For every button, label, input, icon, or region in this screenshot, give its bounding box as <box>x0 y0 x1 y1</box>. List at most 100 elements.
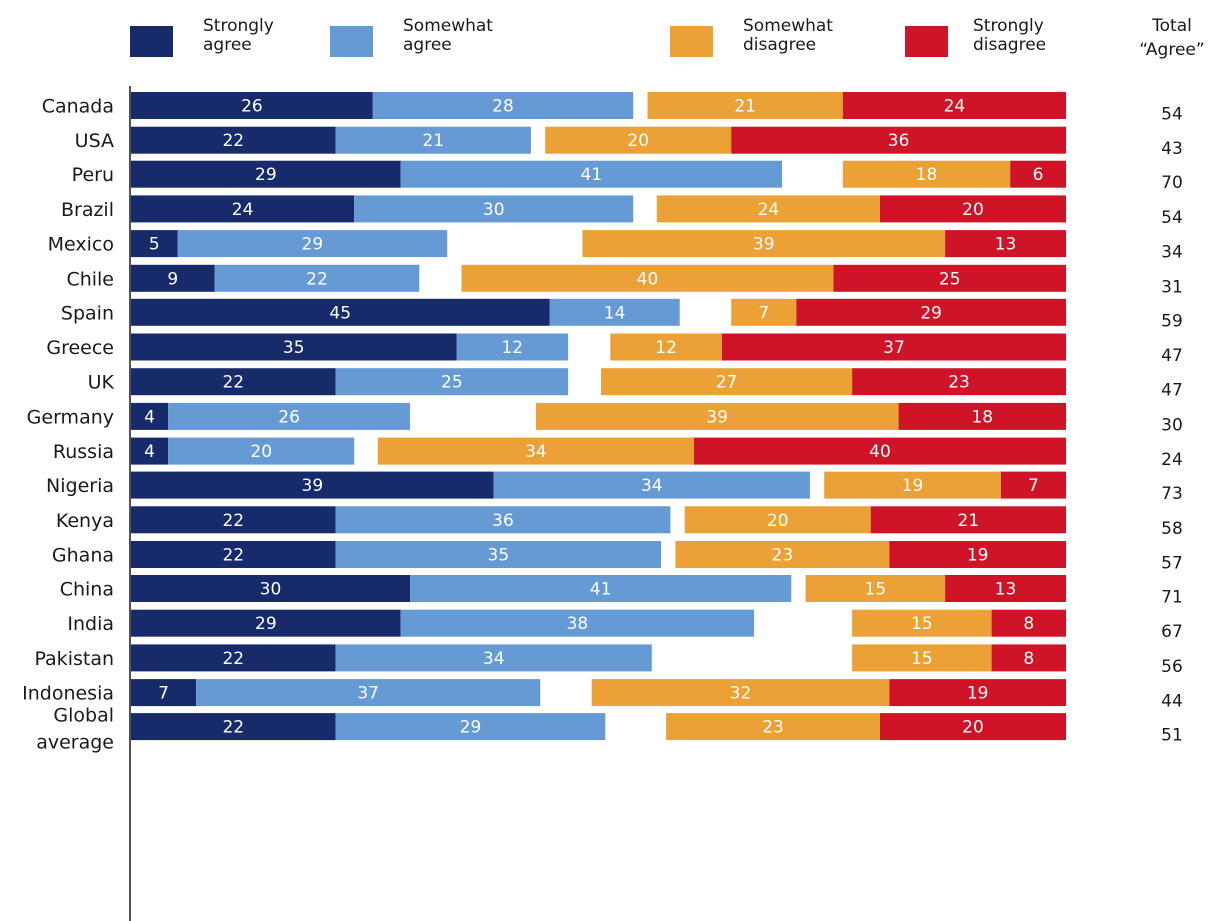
value-label-kenya-strongly-agree: 22 <box>222 511 244 531</box>
bar-greece-strongly-disagree <box>721 333 1066 361</box>
value-label-ghana-strongly-agree: 22 <box>222 546 244 566</box>
bar-pakistan-somewhat-agree <box>335 644 652 672</box>
value-label-indonesia-somewhat-agree: 37 <box>357 684 379 704</box>
total-agree-ghana: 57 <box>1161 554 1183 574</box>
row-canada: Canada 26 28 21 24 54 <box>42 92 1183 125</box>
bar-greece-strongly-agree <box>131 333 457 361</box>
value-label-mexico-strongly-disagree: 13 <box>995 235 1017 255</box>
bar-kenya-strongly-agree <box>131 506 336 534</box>
bar-uk-somewhat-agree <box>335 368 569 396</box>
legend-swatch-somewhat-agree <box>330 26 373 57</box>
row-russia: Russia 4 20 34 40 24 <box>53 437 1183 470</box>
value-label-canada-strongly-disagree: 24 <box>944 97 966 117</box>
bar-mexico-strongly-disagree <box>945 230 1066 258</box>
value-label-indonesia-strongly-agree: 7 <box>158 684 169 704</box>
total-agree-peru: 70 <box>1161 173 1183 193</box>
bar-canada-strongly-disagree <box>842 92 1066 119</box>
value-label-russia-somewhat-agree: 20 <box>250 442 272 462</box>
value-label-spain-strongly-agree: 45 <box>329 303 351 323</box>
row-label-spain: Spain <box>61 302 114 324</box>
row-label-indonesia: Indonesia <box>22 683 114 705</box>
bar-ghana-somewhat-agree <box>335 541 662 568</box>
bar-greece-somewhat-disagree <box>610 333 722 361</box>
bar-global-average-somewhat-disagree <box>666 713 880 741</box>
row-india: India 29 38 15 8 67 <box>67 609 1183 642</box>
row-uk: UK 22 25 27 23 47 <box>88 368 1183 401</box>
bar-kenya-strongly-disagree <box>870 506 1066 534</box>
value-label-chile-somewhat-agree: 22 <box>306 269 328 289</box>
value-label-canada-somewhat-disagree: 21 <box>734 97 756 117</box>
total-agree-nigeria: 73 <box>1161 484 1183 504</box>
bar-chile-strongly-disagree <box>833 264 1066 292</box>
bar-canada-somewhat-disagree <box>647 92 843 119</box>
total-agree-mexico: 34 <box>1161 243 1183 263</box>
value-label-uk-strongly-disagree: 23 <box>948 373 970 393</box>
bar-russia-strongly-disagree <box>694 437 1066 465</box>
bar-russia-somewhat-disagree <box>377 437 694 465</box>
bar-pakistan-strongly-agree <box>131 644 336 672</box>
value-label-global-average-strongly-disagree: 20 <box>962 718 984 738</box>
legend-swatch-somewhat-disagree <box>670 26 713 57</box>
bar-china-strongly-agree <box>131 575 410 602</box>
legend-label-strongly-disagree: Strongly disagree <box>973 16 1046 55</box>
bar-china-strongly-disagree <box>945 575 1066 602</box>
row-label-chile: Chile <box>66 268 114 290</box>
value-label-greece-somewhat-agree: 12 <box>501 338 523 358</box>
bar-ghana-strongly-disagree <box>889 541 1066 568</box>
bar-peru-strongly-agree <box>131 160 401 188</box>
value-label-brazil-somewhat-disagree: 24 <box>758 200 780 220</box>
bar-indonesia-strongly-disagree <box>889 679 1066 707</box>
bar-spain-somewhat-disagree <box>731 298 797 326</box>
bar-peru-somewhat-agree <box>400 160 782 188</box>
value-label-pakistan-somewhat-agree: 34 <box>483 649 505 669</box>
bar-nigeria-strongly-agree <box>131 471 494 499</box>
total-agree-india: 67 <box>1161 622 1183 642</box>
row-label-greece: Greece <box>46 337 114 359</box>
bar-russia-somewhat-agree <box>168 437 355 465</box>
total-agree-uk: 47 <box>1161 381 1183 401</box>
bar-uk-strongly-disagree <box>852 368 1066 396</box>
bar-ghana-strongly-agree <box>131 541 336 568</box>
row-germany: Germany 4 26 39 18 30 <box>27 402 1183 435</box>
bar-india-strongly-agree <box>131 609 401 637</box>
value-label-russia-strongly-agree: 4 <box>144 442 155 462</box>
total-agree-canada: 54 <box>1161 105 1183 125</box>
total-agree-usa: 43 <box>1161 139 1183 159</box>
value-label-nigeria-strongly-agree: 39 <box>302 476 324 496</box>
row-peru: Peru 29 41 18 6 70 <box>72 160 1183 193</box>
row-pakistan: Pakistan 22 34 15 8 56 <box>34 644 1183 677</box>
bar-peru-somewhat-disagree <box>842 160 1011 188</box>
value-label-uk-somewhat-agree: 25 <box>441 373 463 393</box>
bar-mexico-somewhat-disagree <box>582 230 946 258</box>
bar-uk-somewhat-disagree <box>601 368 853 396</box>
value-label-pakistan-strongly-disagree: 8 <box>1023 649 1034 669</box>
bar-india-somewhat-agree <box>400 609 755 637</box>
value-label-nigeria-somewhat-disagree: 19 <box>902 476 924 496</box>
row-china: China 30 41 15 13 71 <box>60 575 1183 608</box>
value-label-india-somewhat-agree: 38 <box>567 614 589 634</box>
row-label-uk: UK <box>88 372 115 394</box>
value-label-canada-strongly-agree: 26 <box>241 97 263 117</box>
value-label-greece-strongly-disagree: 37 <box>883 338 905 358</box>
value-label-nigeria-strongly-disagree: 7 <box>1028 476 1039 496</box>
bar-nigeria-strongly-disagree <box>1000 471 1066 499</box>
row-label-global-average: Global average <box>36 705 114 754</box>
bar-brazil-strongly-agree <box>131 195 355 223</box>
legend-swatch-strongly-agree <box>130 26 173 57</box>
value-label-uk-strongly-agree: 22 <box>222 373 244 393</box>
row-label-nigeria: Nigeria <box>46 475 114 497</box>
value-label-mexico-strongly-agree: 5 <box>149 235 160 255</box>
bar-peru-strongly-disagree <box>1010 160 1066 188</box>
value-label-greece-strongly-agree: 35 <box>283 338 305 358</box>
value-label-indonesia-somewhat-disagree: 32 <box>730 684 752 704</box>
value-label-chile-strongly-agree: 9 <box>167 269 178 289</box>
bar-indonesia-somewhat-agree <box>196 679 541 707</box>
value-label-nigeria-somewhat-agree: 34 <box>641 476 663 496</box>
value-label-kenya-strongly-disagree: 21 <box>958 511 980 531</box>
value-label-germany-somewhat-disagree: 39 <box>706 407 728 427</box>
value-label-kenya-somewhat-agree: 36 <box>492 511 514 531</box>
bar-canada-strongly-agree <box>131 92 373 119</box>
total-agree-pakistan: 56 <box>1161 657 1183 677</box>
bar-canada-somewhat-agree <box>372 92 634 119</box>
